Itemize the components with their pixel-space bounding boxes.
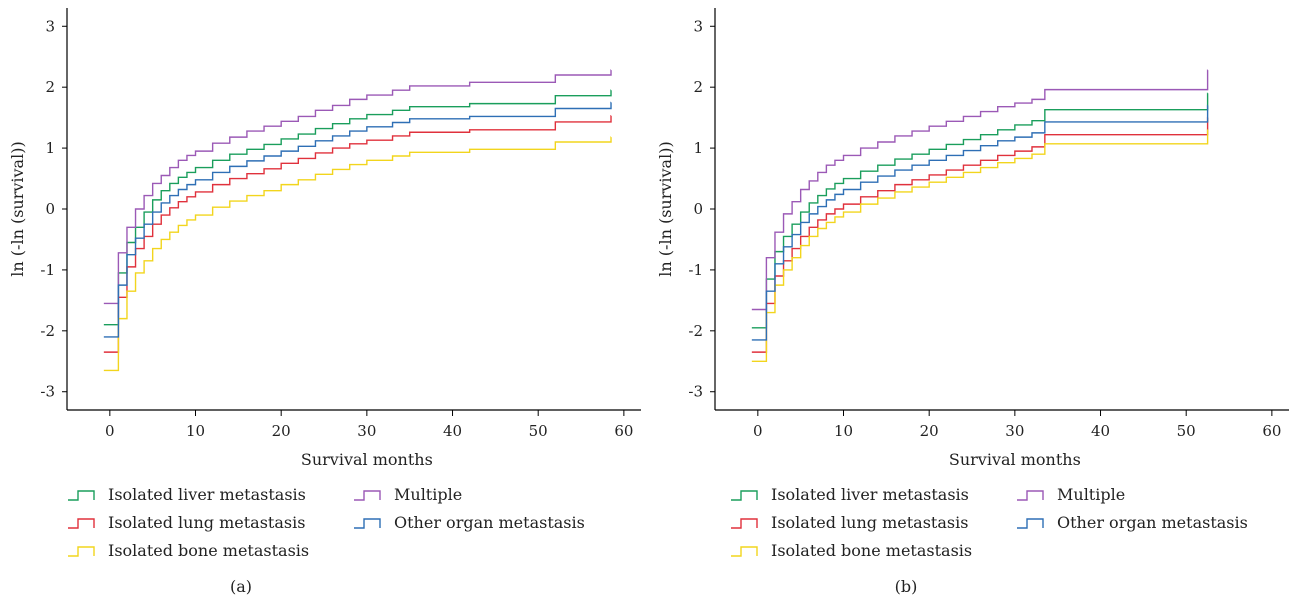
legend-label: Isolated liver metastasis xyxy=(108,485,306,504)
legend-label: Isolated lung metastasis xyxy=(771,513,968,532)
legend-label: Isolated liver metastasis xyxy=(771,485,969,504)
x-tick-label: 60 xyxy=(614,422,633,440)
legend-symbol xyxy=(731,518,758,529)
y-tick-label: 1 xyxy=(45,139,55,157)
legend-symbol xyxy=(731,490,758,501)
y-tick-label: -2 xyxy=(40,322,55,340)
legend-label: Isolated lung metastasis xyxy=(108,513,305,532)
legend-symbol xyxy=(354,490,381,501)
x-tick-label: 40 xyxy=(1091,422,1110,440)
x-axis-title: Survival months xyxy=(949,450,1081,469)
y-tick-label: -1 xyxy=(688,261,703,279)
legend-label: Isolated bone metastasis xyxy=(108,541,309,560)
x-tick-label: 20 xyxy=(920,422,939,440)
y-tick-label: 3 xyxy=(45,17,55,35)
x-tick-label: 10 xyxy=(186,422,205,440)
y-tick-label: -2 xyxy=(688,322,703,340)
legend-symbol xyxy=(731,546,758,557)
y-axis-title: ln (-ln (survival)) xyxy=(656,141,675,276)
x-tick-label: 30 xyxy=(1005,422,1024,440)
legend-label: Isolated bone metastasis xyxy=(771,541,972,560)
y-tick-label: -1 xyxy=(40,261,55,279)
y-tick-label: 0 xyxy=(693,200,703,218)
series-line-other-organ-metastasis xyxy=(751,104,1209,341)
y-tick-label: 2 xyxy=(45,78,55,96)
series-line-other-organ-metastasis xyxy=(103,101,612,338)
panel-label: (b) xyxy=(895,577,918,596)
x-tick-label: 50 xyxy=(1177,422,1196,440)
series-line-multiple xyxy=(751,69,1209,311)
y-tick-label: 1 xyxy=(693,139,703,157)
series-line-isolated-bone-metastasis xyxy=(103,136,612,372)
x-tick-label: 0 xyxy=(105,422,115,440)
series-line-isolated-lung-metastasis xyxy=(751,116,1209,353)
legend-label: Multiple xyxy=(1057,485,1125,504)
y-tick-label: 2 xyxy=(693,78,703,96)
series-line-isolated-bone-metastasis xyxy=(751,129,1209,362)
y-axis-title: ln (-ln (survival)) xyxy=(8,141,27,276)
series-line-isolated-liver-metastasis xyxy=(751,92,1209,329)
x-tick-label: 0 xyxy=(753,422,763,440)
x-tick-label: 10 xyxy=(834,422,853,440)
legend-symbol xyxy=(354,518,381,529)
series-line-multiple xyxy=(103,69,612,305)
series-line-isolated-lung-metastasis xyxy=(103,115,612,353)
series-line-isolated-liver-metastasis xyxy=(103,89,612,326)
y-tick-label: -3 xyxy=(688,383,703,401)
legend-symbol xyxy=(68,518,95,529)
x-tick-label: 50 xyxy=(529,422,548,440)
legend-symbol xyxy=(1017,518,1044,529)
y-tick-label: 0 xyxy=(45,200,55,218)
legend-label: Multiple xyxy=(394,485,462,504)
x-tick-label: 60 xyxy=(1262,422,1281,440)
legend-label: Other organ metastasis xyxy=(1057,513,1248,532)
panel-label: (a) xyxy=(230,577,252,596)
x-axis-title: Survival months xyxy=(301,450,433,469)
x-tick-label: 20 xyxy=(272,422,291,440)
legend-symbol xyxy=(68,546,95,557)
legend-symbol xyxy=(68,490,95,501)
legend-label: Other organ metastasis xyxy=(394,513,585,532)
x-tick-label: 30 xyxy=(357,422,376,440)
x-tick-label: 40 xyxy=(443,422,462,440)
legend-symbol xyxy=(1017,490,1044,501)
y-tick-label: -3 xyxy=(40,383,55,401)
y-tick-label: 3 xyxy=(693,17,703,35)
